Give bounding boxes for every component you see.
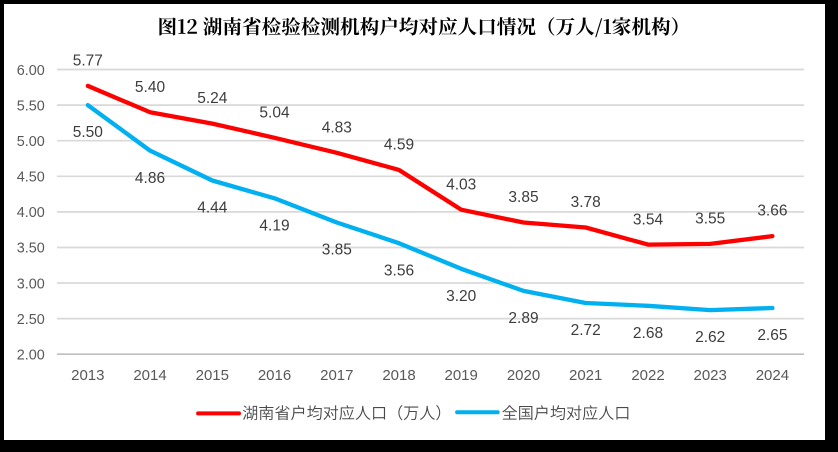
svg-text:2.62: 2.62	[695, 329, 725, 346]
svg-text:3.85: 3.85	[322, 242, 352, 259]
svg-text:2016: 2016	[258, 367, 291, 384]
svg-text:2.65: 2.65	[757, 327, 787, 344]
svg-text:4.44: 4.44	[197, 200, 228, 217]
svg-text:5.00: 5.00	[17, 134, 45, 150]
svg-text:2.89: 2.89	[508, 310, 538, 327]
svg-text:4.03: 4.03	[446, 176, 476, 193]
svg-text:3.54: 3.54	[633, 211, 664, 228]
svg-text:5.24: 5.24	[197, 90, 228, 107]
svg-text:6.00: 6.00	[17, 63, 45, 79]
svg-text:2.72: 2.72	[571, 322, 601, 339]
svg-text:3.56: 3.56	[384, 262, 414, 279]
svg-text:2021: 2021	[569, 367, 602, 384]
svg-text:2024: 2024	[756, 367, 789, 384]
svg-text:2014: 2014	[133, 367, 166, 384]
svg-text:2018: 2018	[382, 367, 415, 384]
svg-text:5.04: 5.04	[259, 105, 290, 122]
svg-text:3.00: 3.00	[17, 276, 45, 292]
svg-text:2.68: 2.68	[633, 325, 663, 342]
svg-text:2015: 2015	[196, 367, 229, 384]
svg-text:4.59: 4.59	[384, 137, 414, 154]
svg-text:4.50: 4.50	[17, 170, 45, 186]
svg-text:2.00: 2.00	[17, 348, 45, 364]
svg-text:4.00: 4.00	[17, 205, 45, 221]
svg-text:2019: 2019	[445, 367, 478, 384]
svg-text:5.50: 5.50	[17, 98, 45, 114]
svg-text:5.77: 5.77	[73, 53, 103, 70]
svg-text:2023: 2023	[694, 367, 727, 384]
svg-text:3.78: 3.78	[571, 194, 601, 211]
svg-text:3.50: 3.50	[17, 241, 45, 257]
svg-text:2017: 2017	[320, 367, 353, 384]
svg-text:3.20: 3.20	[446, 288, 477, 305]
svg-text:3.85: 3.85	[508, 189, 538, 206]
svg-text:4.86: 4.86	[135, 170, 165, 187]
svg-text:5.50: 5.50	[73, 124, 104, 141]
svg-text:2.50: 2.50	[17, 312, 45, 328]
svg-text:4.19: 4.19	[259, 218, 289, 235]
svg-text:4.83: 4.83	[322, 119, 352, 136]
svg-text:2013: 2013	[71, 367, 104, 384]
svg-text:3.66: 3.66	[757, 203, 787, 220]
svg-text:2022: 2022	[631, 367, 664, 384]
svg-text:2020: 2020	[507, 367, 540, 384]
svg-text:3.55: 3.55	[695, 211, 725, 228]
svg-text:5.40: 5.40	[135, 79, 166, 96]
